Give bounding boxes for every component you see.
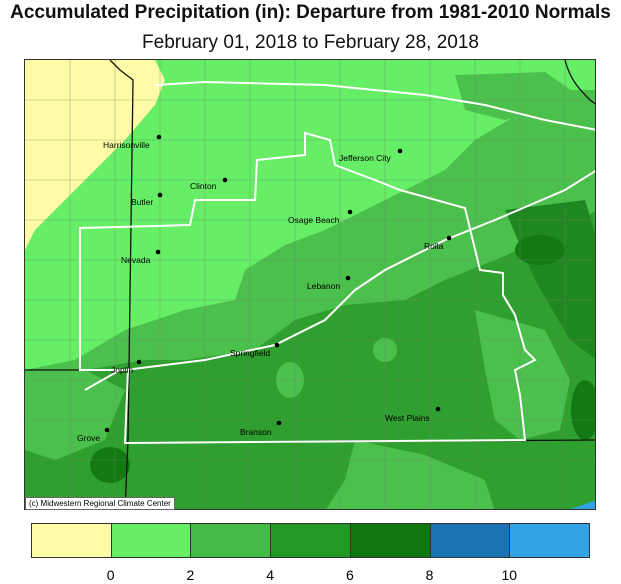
legend-swatch	[110, 523, 192, 558]
city-springfield: Springfield	[230, 348, 270, 358]
precipitation-map: Harrisonville Clinton Butler Jefferson C…	[24, 59, 596, 510]
legend-tick-label: 8	[425, 567, 434, 583]
city-dot	[345, 275, 351, 281]
city-joplin: Joplin	[111, 365, 133, 375]
city-dot	[156, 134, 162, 140]
band-6-8-spot	[515, 235, 565, 265]
city-dot	[435, 406, 441, 412]
city-dot	[397, 148, 403, 154]
city-osage-beach: Osage Beach	[288, 215, 340, 225]
city-clinton: Clinton	[190, 181, 217, 191]
legend-swatch	[190, 523, 272, 558]
band-over-10	[570, 500, 595, 509]
band-0-2	[25, 60, 595, 370]
legend-swatch	[429, 523, 511, 558]
map-canvas: Harrisonville Clinton Butler Jefferson C…	[25, 60, 595, 509]
city-dot	[157, 192, 163, 198]
legend-tick-label: 10	[501, 567, 518, 583]
legend-swatch	[31, 523, 112, 558]
legend-tick-label: 2	[186, 567, 195, 583]
city-dot	[276, 420, 282, 426]
city-rolla: Rolla	[424, 241, 444, 251]
legend-swatch	[270, 523, 351, 558]
city-dot	[136, 359, 142, 365]
city-nevada: Nevada	[121, 255, 151, 265]
city-harrisonville: Harrisonville	[103, 140, 150, 150]
city-west-plains: West Plains	[385, 413, 430, 423]
city-dot	[274, 342, 280, 348]
legend-swatch	[509, 523, 590, 558]
band-6-8-south	[90, 447, 130, 483]
band-2-4-south	[326, 440, 495, 509]
city-lebanon: Lebanon	[307, 281, 340, 291]
county-boundaries	[25, 60, 595, 509]
city-dot	[104, 427, 110, 433]
interstates	[84, 80, 595, 391]
legend-swatch	[349, 523, 431, 558]
legend-tick-label: 6	[345, 567, 354, 583]
city-markers: Harrisonville Clinton Butler Jefferson C…	[77, 134, 452, 443]
city-dot	[222, 177, 228, 183]
band-6-8-southeast	[571, 380, 595, 440]
band-2-4-east	[475, 310, 570, 440]
city-dot	[155, 249, 161, 255]
band-2-4-southwest	[25, 360, 125, 460]
legend-tick-label: 4	[266, 567, 275, 583]
color-legend	[31, 523, 590, 560]
legend-tick-label: 0	[106, 567, 115, 583]
city-butler: Butler	[131, 197, 153, 207]
city-jefferson-city: Jefferson City	[339, 153, 392, 163]
division-outline	[79, 131, 537, 445]
city-dot	[446, 235, 452, 241]
city-dot	[347, 209, 353, 215]
band-below-normal	[25, 60, 165, 250]
map-subtitle: February 01, 2018 to February 28, 2018	[142, 32, 479, 53]
city-branson: Branson	[240, 427, 272, 437]
map-title: Accumulated Precipitation (in): Departur…	[10, 2, 611, 23]
city-grove: Grove	[77, 433, 100, 443]
credit-label: (c) Midwestern Regional Climate Center	[25, 497, 175, 510]
